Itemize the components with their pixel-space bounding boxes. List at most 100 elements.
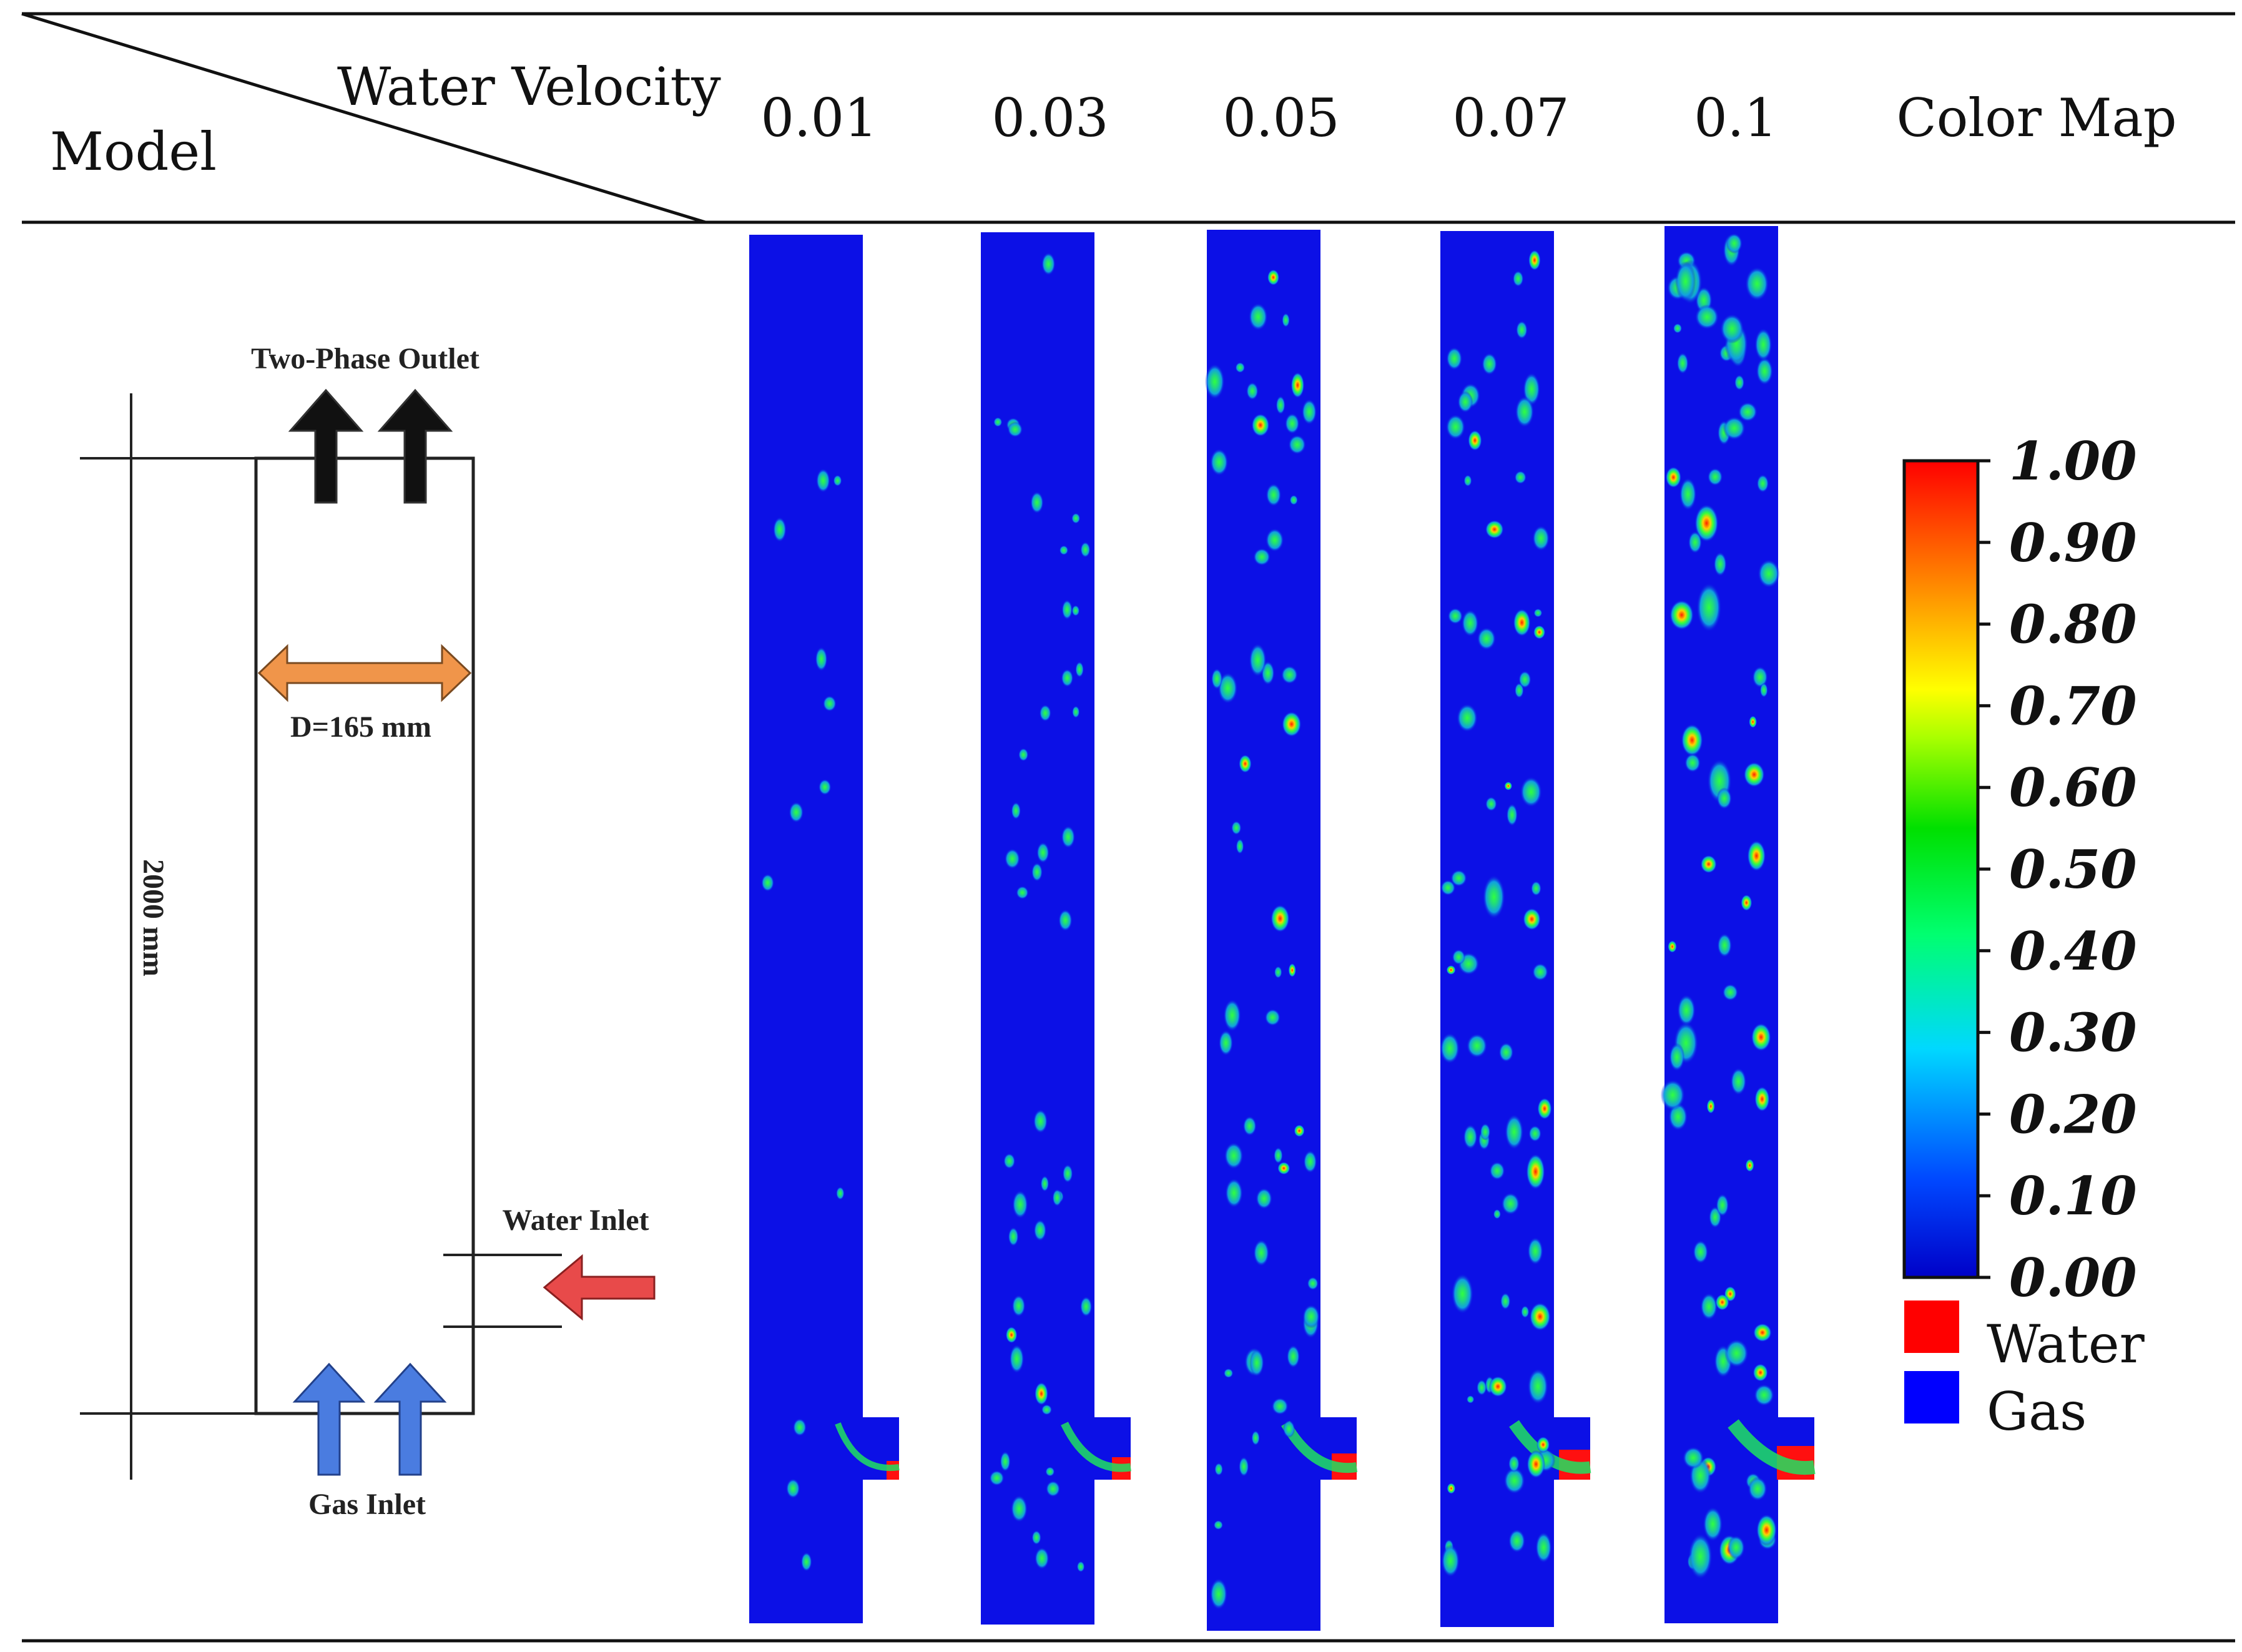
gas-bubble	[1688, 1533, 1713, 1580]
gas-bubble	[1716, 1194, 1729, 1217]
gas-bubble	[1457, 704, 1478, 732]
outlet-arrow-icon	[377, 388, 453, 504]
gas-bubble	[1256, 1187, 1272, 1209]
color-bar-tick-label: 0.50	[2009, 838, 2137, 900]
gas-bubble	[1726, 233, 1743, 254]
gas-bubble	[1526, 1154, 1545, 1190]
gas-bubble	[1521, 1305, 1530, 1319]
gas-bubble	[1681, 724, 1703, 757]
gas-bubble	[1440, 1033, 1460, 1064]
gas-bubble	[1743, 762, 1765, 787]
gas-bubble	[1274, 1147, 1283, 1164]
gas-bubble	[1676, 352, 1689, 374]
color-bar-tick-label: 0.90	[2009, 512, 2137, 574]
gas-bubble	[1223, 999, 1241, 1031]
gas-bubble	[793, 1418, 807, 1437]
gas-bubble	[1447, 1483, 1456, 1494]
gas-bubble	[1072, 706, 1080, 719]
gas-bubble	[800, 1552, 812, 1571]
legend-swatch-gas	[1904, 1371, 1959, 1423]
gas-bubble	[1239, 1457, 1249, 1477]
gas-bubble	[1267, 269, 1280, 286]
gas-bubble	[1242, 1116, 1257, 1136]
gas-bubble	[1035, 1382, 1048, 1405]
gas-bubble	[1531, 881, 1541, 896]
velocity-header: 0.1	[1694, 87, 1777, 149]
gas-bubble	[1747, 840, 1766, 872]
gas-bubble	[1673, 323, 1683, 333]
gas-bubble	[1030, 491, 1044, 514]
water-inlet-arrow-icon	[543, 1254, 656, 1321]
legend-label-water: Water	[1987, 1314, 2145, 1375]
gas-bubble	[773, 517, 787, 543]
corner-label-water-velocity: Water Velocity	[337, 56, 721, 117]
contour-column	[981, 232, 1131, 1625]
gas-bubble	[1286, 1345, 1300, 1369]
gas-bubble	[1061, 669, 1074, 687]
gas-bubble	[1536, 1436, 1550, 1453]
velocity-header: 0.07	[1452, 87, 1569, 149]
gas-bubble	[836, 1186, 845, 1200]
gas-bubble	[1271, 905, 1290, 933]
gas-bubble	[1007, 421, 1023, 438]
color-bar-tick-label: 0.10	[2009, 1165, 2137, 1227]
gas-inlet-arrow-icon	[292, 1362, 366, 1476]
contour-column	[749, 235, 900, 1623]
color-bar-tick-label: 1.00	[2009, 430, 2137, 492]
gas-bubble	[1239, 754, 1252, 773]
color-bar-gradient	[1902, 459, 1980, 1279]
gas-bubble	[1756, 357, 1773, 385]
gas-bubble	[1688, 531, 1702, 554]
gas-bubble	[1467, 1033, 1488, 1058]
gas-bubble	[1039, 704, 1051, 722]
column-body	[981, 232, 1131, 1625]
gas-bubble	[815, 647, 828, 672]
water-plume	[1061, 1422, 1131, 1472]
gas-bubble	[1533, 625, 1546, 639]
phase-legend: Water Gas	[1904, 1300, 2145, 1442]
gas-bubble	[1669, 600, 1694, 630]
gas-bubble	[761, 873, 774, 892]
gas-bubble	[819, 779, 832, 795]
gas-bubble	[1722, 983, 1738, 1001]
gas-bubble	[1440, 880, 1456, 896]
gas-bubble	[1738, 402, 1758, 422]
gas-bubble	[1669, 1043, 1685, 1071]
gas-bubble	[1679, 478, 1697, 511]
gas-bubble	[1253, 548, 1271, 566]
gas-bubble	[1716, 787, 1732, 810]
gas-bubble	[1040, 1176, 1050, 1192]
gas-bubble	[1033, 1219, 1047, 1241]
gas-bubble	[1211, 668, 1223, 690]
gas-bubble	[1741, 894, 1753, 911]
gas-bubble	[1441, 1544, 1460, 1578]
gas-bubble	[1694, 504, 1719, 543]
contour-columns	[749, 226, 1816, 1631]
gas-bubble	[1527, 1369, 1548, 1405]
gas-bubble	[1046, 1480, 1061, 1497]
gas-bubble	[1059, 545, 1069, 556]
gas-bubble	[1527, 1237, 1543, 1266]
color-bar-tick-label: 0.60	[2009, 757, 2137, 819]
gas-bubble	[1713, 552, 1727, 577]
gas-bubble	[1532, 963, 1548, 981]
gas-bubble	[1209, 1578, 1227, 1610]
color-bar: 1.00 0.90 0.80 0.70 0.60 0.50 0.40 0.30 0.20 0.10…	[1902, 430, 2137, 1309]
gas-bubble	[1303, 1150, 1317, 1173]
model-schematic: 2000 mm Two-Phase Outlet D=165 mm Water …	[80, 342, 656, 1521]
gas-bubble	[1210, 448, 1229, 476]
velocity-headers: 0.01 0.03 0.05 0.07 0.1	[760, 87, 1777, 149]
gas-bubble	[1532, 525, 1550, 551]
gas-bubble	[1482, 353, 1497, 375]
water-plume	[835, 1422, 900, 1472]
gas-bubble	[1724, 1339, 1749, 1368]
gas-bubble	[1249, 643, 1267, 677]
gas-bubble	[1745, 1159, 1754, 1172]
gas-bubble	[1076, 1561, 1085, 1573]
color-bar-tick-label: 0.70	[2009, 675, 2137, 737]
gas-bubble	[1463, 474, 1472, 487]
gas-bubble	[1294, 1124, 1305, 1138]
contour-column	[1440, 231, 1591, 1627]
gas-bubble	[1011, 1495, 1028, 1523]
gas-bubble	[1754, 328, 1772, 361]
